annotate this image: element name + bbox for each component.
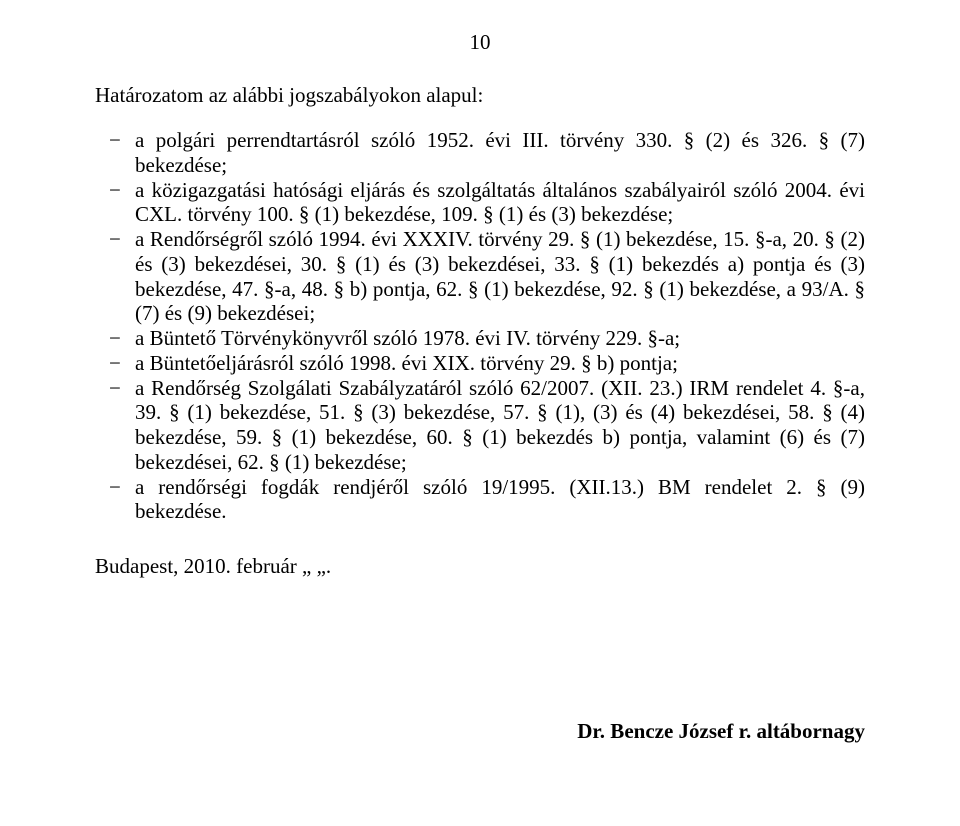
list-item: a Rendőrségről szóló 1994. évi XXXIV. tö… — [95, 227, 865, 326]
intro-line: Határozatom az alábbi jogszabályokon ala… — [95, 83, 865, 108]
legal-basis-list: a polgári perrendtartásról szóló 1952. é… — [95, 128, 865, 524]
list-item: a rendőrségi fogdák rendjéről szóló 19/1… — [95, 475, 865, 525]
page-number: 10 — [95, 30, 865, 55]
list-item: a polgári perrendtartásról szóló 1952. é… — [95, 128, 865, 178]
list-item: a Büntető Törvénykönyvről szóló 1978. év… — [95, 326, 865, 351]
signature: Dr. Bencze József r. altábornagy — [95, 719, 865, 744]
list-item: a közigazgatási hatósági eljárás és szol… — [95, 178, 865, 228]
list-item: a Büntetőeljárásról szóló 1998. évi XIX.… — [95, 351, 865, 376]
closing-line: Budapest, 2010. február „ „. — [95, 554, 865, 579]
list-item: a Rendőrség Szolgálati Szabályzatáról sz… — [95, 376, 865, 475]
